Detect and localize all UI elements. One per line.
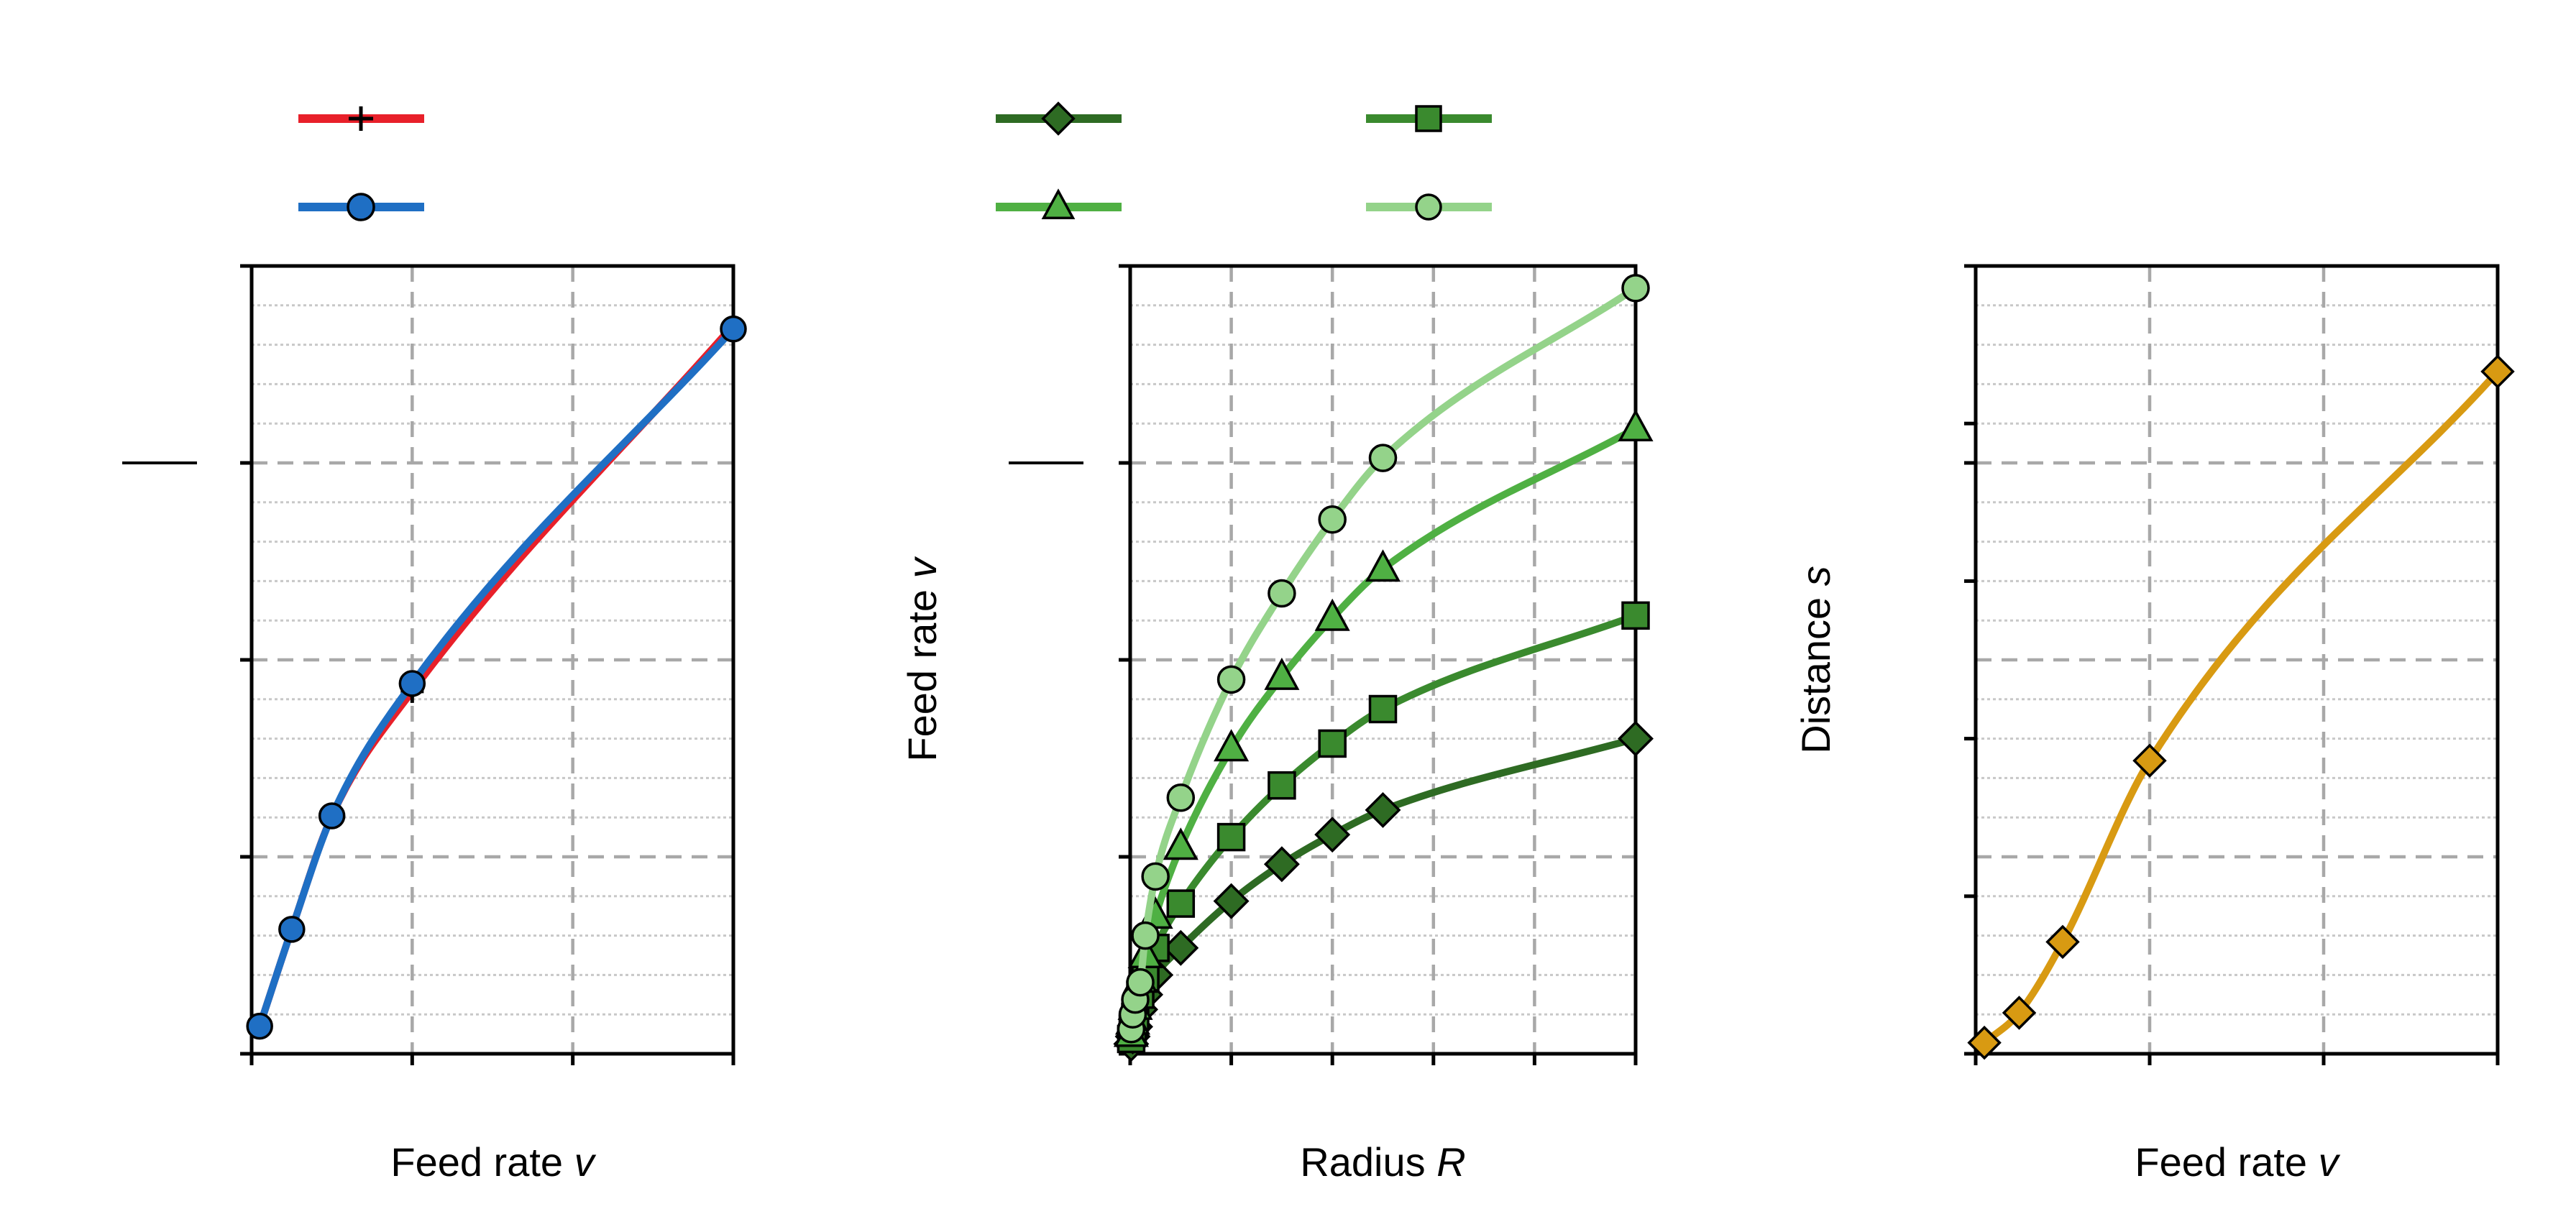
data-point [1268, 579, 1296, 608]
data-point [1368, 694, 1398, 724]
legend-marker [1415, 193, 1442, 221]
data-point [1314, 598, 1350, 631]
legend [298, 106, 424, 221]
data-point [1166, 889, 1196, 918]
series-1 [246, 315, 747, 1040]
x-axis-title: Feed rate v [390, 1139, 596, 1185]
data-point [1314, 817, 1351, 853]
data-point [2045, 924, 2080, 960]
data-point [1618, 408, 1654, 441]
data-point [1263, 846, 1300, 883]
legend-marker [1415, 105, 1442, 132]
data-point [1216, 822, 1246, 852]
x-axis-title: Radius R [1300, 1139, 1465, 1185]
data-point [1214, 729, 1250, 762]
chart-panel-b: Radius R Feed rate v [899, 101, 1654, 1185]
y-axis-title: Distance s [1793, 566, 1838, 753]
data-point [1141, 862, 1170, 891]
data-point [1163, 827, 1198, 860]
data-point [1621, 601, 1650, 630]
data-point [2002, 996, 2037, 1030]
legend [996, 101, 1492, 221]
series-0 [1967, 354, 2515, 1060]
data-point [1365, 791, 1401, 828]
data-point [1166, 783, 1196, 812]
y-axis-title: Feed rate v [899, 556, 945, 761]
data-point [1126, 968, 1155, 997]
data-point [720, 315, 747, 343]
legend-marker [347, 193, 375, 221]
data-point [318, 802, 346, 830]
data-point [1621, 274, 1650, 303]
data-point [2480, 354, 2515, 389]
data-point [1318, 505, 1347, 534]
data-point [1163, 929, 1199, 966]
data-point [1365, 549, 1401, 582]
data-point [1618, 720, 1654, 757]
legend-marker [1041, 188, 1076, 220]
data-point [1368, 444, 1398, 472]
data-point [1216, 665, 1246, 694]
x-axis-title: Feed rate v [2135, 1139, 2340, 1185]
data-point [1264, 657, 1300, 690]
data-point [246, 1012, 273, 1040]
data-point [1131, 921, 1160, 950]
data-point [398, 670, 426, 697]
data-point [2132, 743, 2167, 778]
chart-panel-a: Feed rate v [122, 106, 747, 1185]
data-point [278, 916, 306, 943]
series-3 [1117, 274, 1650, 1044]
legend-marker [349, 106, 373, 131]
plot-frame [1974, 264, 2500, 1056]
data-point [1213, 883, 1250, 919]
data-point [1967, 1025, 2002, 1060]
data-point [1268, 771, 1296, 800]
data-point [1318, 729, 1347, 758]
chart-panel-c: Feed rate v Distance s [1793, 264, 2515, 1185]
legend-marker [1041, 101, 1076, 136]
